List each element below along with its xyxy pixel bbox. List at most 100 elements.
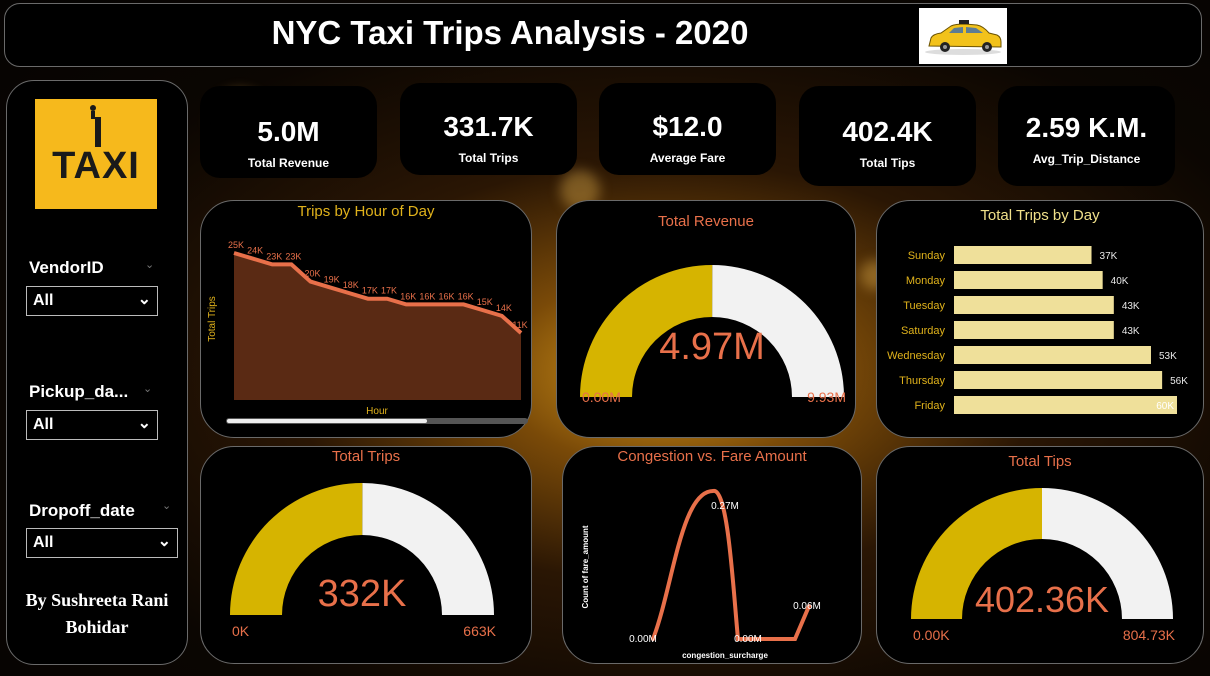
data-label: 11K [512,320,527,330]
dropoff-date-dropdown[interactable]: All ⌄ [26,528,178,558]
data-label: 25K [228,240,244,250]
report-title: NYC Taxi Trips Analysis - 2020 [271,14,749,51]
bar [954,346,1151,364]
chart-title: Trips by Hour of Day [297,203,435,220]
kpi-total-revenue: 5.0M Total Revenue [200,86,377,178]
chevron-down-icon[interactable]: ⌄ [145,258,155,271]
kpi-value: 402.4K [842,116,933,147]
data-label: 0.00M [629,634,657,645]
y-axis-title: Count of fare_amount [581,525,590,608]
pickup-date-dropdown[interactable]: All ⌄ [26,410,158,440]
data-label: 23K [266,251,282,261]
author-line-2: Bohidar [65,617,129,637]
data-label: 24K [247,246,263,256]
chevron-down-icon[interactable]: ⌄ [143,382,153,395]
vendorid-dropdown-value: All [33,292,54,309]
data-label: 18K [343,280,359,290]
data-label: 17K [362,286,378,296]
pickup-date-dropdown-value: All [33,416,54,433]
gauge-track [1041,488,1173,619]
data-label: 60K [1156,401,1174,412]
bar [954,321,1114,339]
trips-by-hour-panel: Trips by Hour of Day 25K 24K 23K 23K 20K 19K 1… [200,200,532,438]
total-revenue-gauge-panel: Total Revenue 4.97M 0.00M 9.93M [556,200,856,438]
kpi-label: Total Trips [458,151,519,165]
data-label: 15K [477,297,493,307]
data-label: 19K [324,274,340,284]
gauge-min-label: 0.00K [913,627,950,643]
data-label: 43K [1122,326,1140,337]
scrollbar-thumb [227,419,427,423]
total-revenue-gauge[interactable]: 4.97M 0.00M 9.93M [557,201,855,437]
kpi-value: 2.59 K.M. [1025,112,1148,143]
logo-text: TAXI [52,145,140,187]
data-label: 37K [1100,251,1118,262]
kpi-average-fare: $12.0 Average Fare [599,83,776,175]
kpi-value: $12.0 [652,111,723,142]
kpi-value: 331.7K [443,111,534,142]
chevron-down-icon[interactable]: ⌄ [162,499,172,512]
pickup-date-slicer-label: Pickup_da... [29,382,129,401]
vendorid-dropdown[interactable]: All ⌄ [26,286,158,316]
gauge-value-arc [230,483,363,615]
chart-title: Total Trips by Day [980,207,1100,224]
x-axis-title: Hour [366,406,388,417]
total-tips-gauge-panel: Total Tips 402.36K 0.00K 804.73K [876,446,1204,664]
category-label: Sunday [908,250,946,262]
chart-title: Total Revenue [658,213,754,230]
series-line [651,489,811,641]
bar [954,396,1177,414]
category-label: Saturday [901,325,946,337]
congestion-vs-fare-chart[interactable]: 0.00M 0.27M 0.00M 0.06M Count of fare_amount… [563,447,861,663]
total-tips-gauge[interactable]: 402.36K 0.00K 804.73K [877,447,1203,663]
data-label: 40K [1111,276,1129,287]
congestion-vs-fare-panel: Congestion vs. Fare Amount 0.00M 0.27M 0.0… [562,446,862,664]
chart-title: Congestion vs. Fare Amount [617,448,807,465]
gauge-value-label: 332K [318,573,407,615]
trips-by-day-chart[interactable]: Sunday 37K Monday 40K Tuesday 43K Saturday 43K W… [877,201,1203,437]
bar [954,246,1092,264]
total-trips-gauge[interactable]: 332K 0K 663K [201,447,531,663]
data-label: 16K [419,291,435,301]
kpi-label: Total Tips [859,156,916,170]
data-label: 23K [285,251,301,261]
chevron-down-icon: ⌄ [137,415,151,432]
category-label: Monday [906,275,946,287]
category-label: Tuesday [903,300,945,312]
kpi-value: 5.0M [257,116,320,147]
gauge-min-label: 0.00M [582,389,621,405]
data-label: 0.27M [711,501,739,512]
dropoff-date-dropdown-value: All [33,534,54,551]
y-axis-title: Total Trips [207,296,218,342]
filter-sidebar: TAXI VendorID ⌄ All ⌄ Pickup_da... ⌄ All… [6,80,188,665]
gauge-value-arc [911,488,1042,619]
gauge-max-label: 663K [463,623,496,639]
gauge-track [362,483,494,615]
trips-by-day-panel: Total Trips by Day Sunday 37K Monday 40K Tue… [876,200,1204,438]
data-label: 0.06M [793,601,821,612]
kpi-label: Avg_Trip_Distance [1032,152,1141,166]
vendorid-slicer-label: VendorID [29,258,104,277]
author-line-1: By Sushreeta Rani [25,590,169,610]
data-label: 16K [400,291,416,301]
gauge-min-label: 0K [232,623,250,639]
kpi-label: Average Fare [649,151,726,165]
gauge-value-label: 4.97M [659,326,765,368]
data-label: 43K [1122,301,1140,312]
area-fill [234,253,521,400]
gauge-max-label: 804.73K [1123,627,1176,643]
data-label: 16K [438,291,454,301]
data-label: 17K [381,286,397,296]
kpi-total-tips: 402.4K Total Tips [799,86,976,186]
category-label: Friday [914,400,945,412]
chart-title: Total Trips [331,448,401,465]
statue-of-liberty-icon [90,105,101,147]
kpi-total-trips: 331.7K Total Trips [400,83,577,175]
data-label: 56K [1170,376,1188,387]
dropoff-date-slicer-label: Dropoff_date [29,501,135,520]
x-axis-title: congestion_surcharge [682,651,768,660]
gauge-track [712,265,844,397]
report-header: NYC Taxi Trips Analysis - 2020 [4,3,1202,67]
bar [954,296,1114,314]
